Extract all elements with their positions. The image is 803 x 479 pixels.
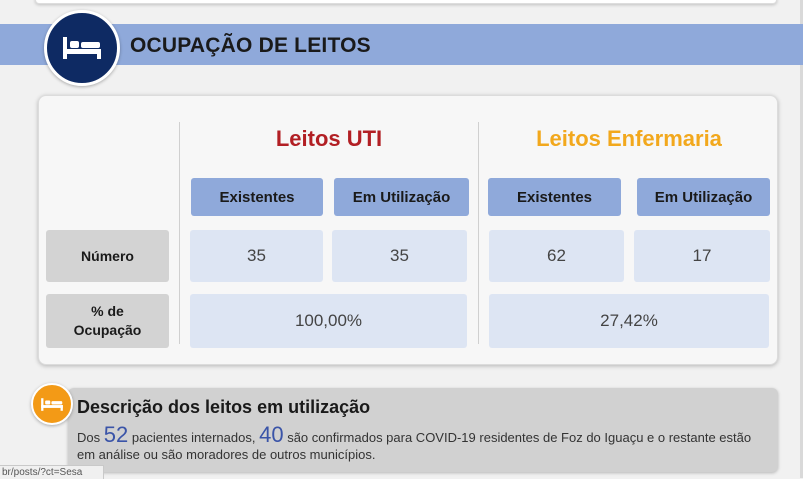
bed-icon-badge-small: [31, 383, 73, 425]
enfermaria-title: Leitos Enfermaria: [536, 126, 722, 151]
bed-icon: [63, 37, 101, 59]
enf-existentes-header: Existentes: [488, 178, 621, 216]
row-header-ocupacao-line1: % de: [91, 303, 124, 319]
enf-utilizacao-value: 17: [634, 230, 770, 282]
uti-existentes-header: Existentes: [191, 178, 323, 216]
uti-utilizacao-value: 35: [332, 230, 467, 282]
section-header-bar: [0, 24, 803, 65]
bed-icon-badge: [44, 10, 120, 86]
row-header-numero: Número: [46, 230, 169, 282]
row-header-ocupacao: % de Ocupação: [46, 294, 169, 348]
description-part3: são confirmados para COVID-19 residentes…: [77, 430, 752, 462]
description-part1: Dos: [77, 430, 101, 445]
enf-ocupacao-value: 27,42%: [489, 294, 769, 348]
enf-existentes-value: 62: [489, 230, 624, 282]
divider: [478, 122, 479, 344]
enf-utilizacao-header: Em Utilização: [637, 178, 770, 216]
description-card: [68, 388, 778, 472]
row-header-ocupacao-line2: Ocupação: [73, 322, 142, 338]
uti-utilizacao-header: Em Utilização: [334, 178, 469, 216]
confirmados-count: 40: [259, 422, 284, 447]
previous-card-edge: [35, 0, 777, 4]
divider: [179, 122, 180, 344]
section-title: OCUPAÇÃO DE LEITOS: [130, 34, 371, 57]
description-part2: pacientes internados,: [131, 430, 256, 445]
uti-title: Leitos UTI: [275, 126, 383, 151]
scrollbar-track[interactable]: [800, 0, 803, 478]
description-text: Dos 52 pacientes internados, 40 são conf…: [77, 424, 767, 463]
description-title: Descrição dos leitos em utilização: [77, 397, 371, 417]
bed-icon: [41, 397, 63, 411]
uti-existentes-value: 35: [190, 230, 323, 282]
uti-ocupacao-value: 100,00%: [190, 294, 467, 348]
status-bar-url: br/posts/?ct=Sesa: [0, 465, 104, 479]
internados-count: 52: [103, 422, 129, 447]
